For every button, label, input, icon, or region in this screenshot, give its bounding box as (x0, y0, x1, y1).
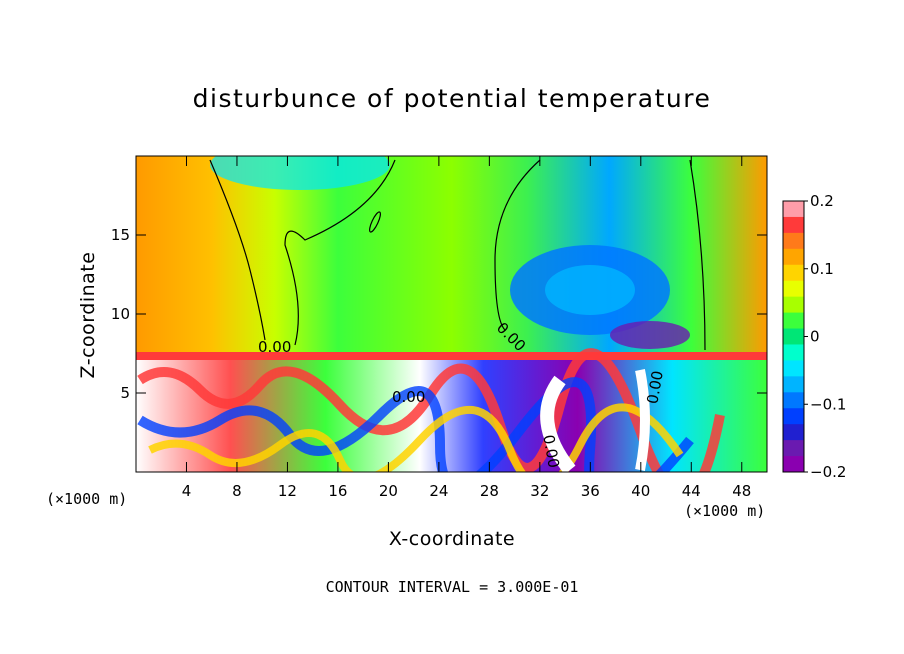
x-unit-label-left: (×1000 m) (46, 490, 128, 508)
colorbar-swatch (783, 456, 804, 473)
x-tick-label: 44 (682, 482, 701, 500)
colorbar-swatch (783, 296, 804, 314)
colorbar-swatch (783, 328, 804, 345)
colorbar-tick-label: 0 (810, 328, 820, 346)
y-tick-label: 10 (111, 305, 130, 323)
colorbar-swatch (783, 360, 804, 377)
x-tick-label: 36 (581, 482, 600, 500)
contour-interval-note: CONTOUR INTERVAL = 3.000E-01 (325, 578, 579, 596)
colorbar-swatch (783, 408, 804, 425)
colorbar-swatch (783, 440, 804, 457)
x-tick-label: 32 (530, 482, 549, 500)
x-tick-label: 16 (328, 482, 347, 500)
y-tick-label: 15 (111, 226, 130, 244)
x-tick-label: 24 (429, 482, 448, 500)
x-tick-label: 48 (732, 482, 751, 500)
y-tick-label: 5 (120, 384, 130, 402)
chart-title: disturbunce of potential temperature (192, 84, 712, 113)
colorbar-swatch (783, 280, 804, 298)
x-tick-label: 20 (379, 482, 398, 500)
colorbar-swatch (783, 392, 804, 409)
colorbar: 0.2 0.1 0 −0.1 −0.2 (782, 192, 846, 481)
y-axis-ticks: 5 10 15 (111, 226, 767, 402)
colorbar-swatch (783, 424, 804, 441)
colorbar-tick-label: −0.2 (810, 463, 846, 481)
colorbar-tick-label: 0.1 (810, 260, 834, 278)
colorbar-swatch (783, 344, 804, 361)
contour-label-2: 0.00 (392, 388, 425, 406)
colorbar-swatch (783, 201, 804, 218)
colorbar-tick-label: −0.1 (810, 395, 846, 413)
x-axis-ticks: 4 8 12 16 20 24 28 32 36 40 44 48 (182, 156, 751, 500)
x-tick-label: 12 (278, 482, 297, 500)
colorbar-swatch (783, 264, 804, 282)
x-unit-label-right: (×1000 m) (684, 502, 766, 520)
x-tick-label: 4 (182, 482, 192, 500)
contour-label-1: 0.00 (258, 338, 291, 356)
colorbar-swatch (783, 312, 804, 330)
colorbar-swatch (783, 232, 804, 250)
x-tick-label: 40 (631, 482, 650, 500)
contour-label-5: 0.00 (539, 433, 563, 469)
colorbar-tick-label: 0.2 (810, 192, 834, 210)
x-axis-label: X-coordinate (388, 528, 516, 550)
contour-label-3: 0.00 (643, 369, 667, 405)
colorbar-swatch (783, 216, 804, 234)
x-tick-label: 28 (480, 482, 499, 500)
colorbar-swatch (783, 376, 804, 393)
heatmap-field: 0.00 0.00 0.00 0.00 0.00 (136, 156, 767, 472)
x-tick-label: 8 (232, 482, 242, 500)
colorbar-swatch (783, 248, 804, 266)
